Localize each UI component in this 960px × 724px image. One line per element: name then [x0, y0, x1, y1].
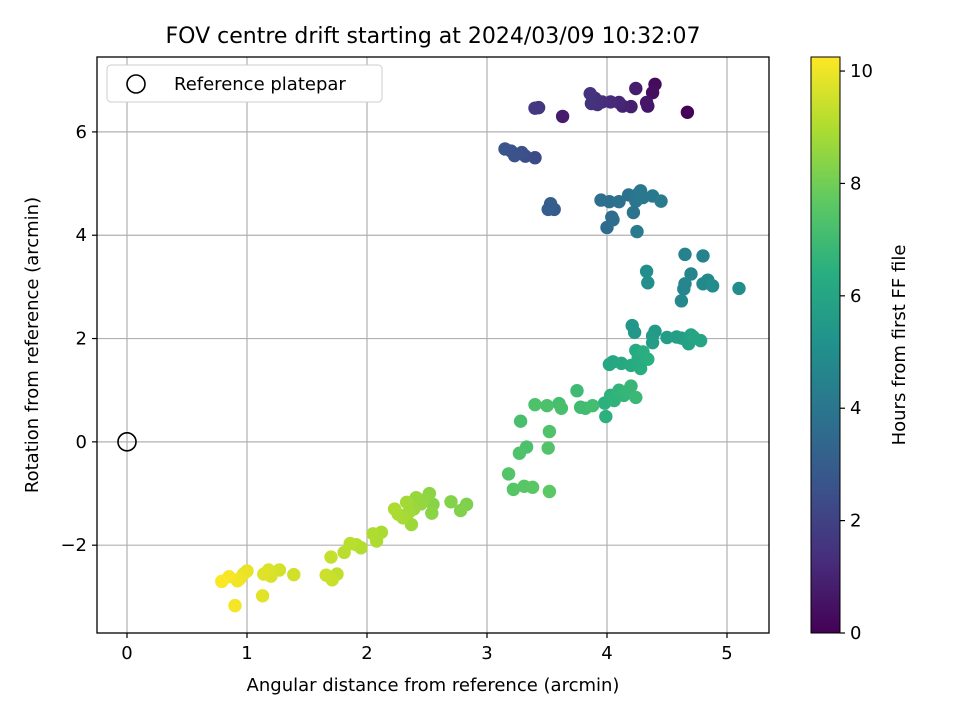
colorbar-gradient [810, 56, 841, 634]
legend: Reference platepar [106, 64, 383, 103]
colorbar-tick-label: 10 [850, 61, 873, 82]
plot-area [96, 56, 770, 634]
data-point [583, 86, 597, 101]
data-point [680, 105, 695, 119]
colorbar-tick-label: 8 [850, 173, 861, 194]
data-point [641, 276, 655, 290]
data-point [705, 279, 720, 293]
data-point [387, 502, 402, 516]
colorbar-tick-label: 0 [850, 623, 861, 644]
data-point [674, 294, 689, 308]
data-point [287, 567, 301, 582]
data-point [606, 213, 620, 227]
data-point [501, 467, 516, 481]
data-point [696, 249, 710, 263]
data-point [629, 390, 643, 405]
data-point [540, 398, 554, 413]
x-tick-label: 5 [721, 643, 732, 664]
data-point [677, 282, 691, 296]
grid [97, 57, 769, 633]
colorbar: 0 2 4 6 8 10 Hours from first FF file [810, 56, 910, 644]
data-point [542, 484, 557, 499]
reference-platepar-marker [117, 432, 137, 452]
data-point [627, 325, 642, 340]
data-point [585, 398, 600, 413]
data-point [612, 194, 626, 209]
data-point [528, 101, 542, 115]
data-point [453, 503, 468, 518]
data-point [732, 281, 746, 296]
data-point [425, 506, 439, 520]
data-point [215, 574, 229, 589]
x-tick-label: 2 [361, 643, 372, 664]
data-point [512, 446, 527, 460]
x-axis-label: Angular distance from reference (arcmin) [247, 675, 620, 696]
y-tick-label: 2 [76, 329, 87, 350]
data-point [630, 224, 644, 239]
y-tick-label: 4 [76, 225, 87, 246]
y-tick-label: 6 [76, 122, 87, 143]
data-point [506, 482, 521, 497]
data-point [513, 414, 528, 428]
data-point [554, 401, 569, 415]
data-point [257, 567, 271, 581]
colorbar-ticks: 0 2 4 6 8 10 [840, 61, 873, 644]
data-point [645, 85, 660, 100]
data-point [255, 589, 270, 603]
data-point [444, 495, 458, 509]
legend-entry-reference: Reference platepar [174, 74, 346, 95]
y-tick-label: 0 [76, 432, 87, 453]
data-point [602, 194, 617, 209]
data-points [215, 77, 746, 613]
data-point [639, 264, 654, 279]
data-point [624, 379, 638, 393]
data-point [541, 202, 555, 217]
data-point [570, 384, 584, 398]
colorbar-tick-label: 4 [850, 398, 861, 419]
colorbar-label: Hours from first FF file [889, 245, 910, 446]
x-ticks: 0 1 2 3 4 5 [121, 633, 733, 664]
data-point [641, 352, 655, 366]
data-point [639, 95, 654, 110]
data-point [337, 545, 351, 560]
x-tick-label: 4 [601, 643, 612, 664]
data-point [626, 205, 641, 220]
data-point [525, 480, 540, 495]
data-point [693, 333, 708, 348]
data-point [645, 335, 660, 350]
data-point [660, 330, 674, 345]
legend-box [106, 64, 383, 103]
data-point [584, 96, 599, 111]
x-tick-label: 1 [241, 643, 252, 664]
data-point [684, 267, 698, 281]
data-point [498, 142, 512, 156]
chart-title: FOV centre drift starting at 2024/03/09 … [166, 24, 701, 49]
data-point [654, 194, 668, 208]
data-point [629, 81, 643, 96]
colorbar-tick-label: 6 [850, 286, 861, 307]
data-point [633, 361, 648, 376]
x-tick-label: 0 [121, 643, 132, 664]
y-ticks: −2 0 2 4 6 [60, 122, 97, 556]
data-point [228, 598, 242, 613]
data-point [555, 109, 570, 124]
y-tick-label: −2 [60, 535, 87, 556]
colorbar-tick-label: 2 [850, 511, 861, 532]
y-axis-label: Rotation from reference (arcmin) [22, 197, 43, 493]
legend-marker-icon [126, 74, 146, 94]
data-point [599, 409, 613, 424]
data-point [324, 550, 338, 564]
data-point [678, 247, 692, 262]
data-point [541, 441, 555, 455]
data-point [366, 527, 380, 541]
data-point [319, 568, 333, 582]
data-point [528, 397, 542, 412]
data-point [399, 495, 414, 510]
data-point [542, 424, 557, 439]
x-tick-label: 3 [481, 643, 492, 664]
